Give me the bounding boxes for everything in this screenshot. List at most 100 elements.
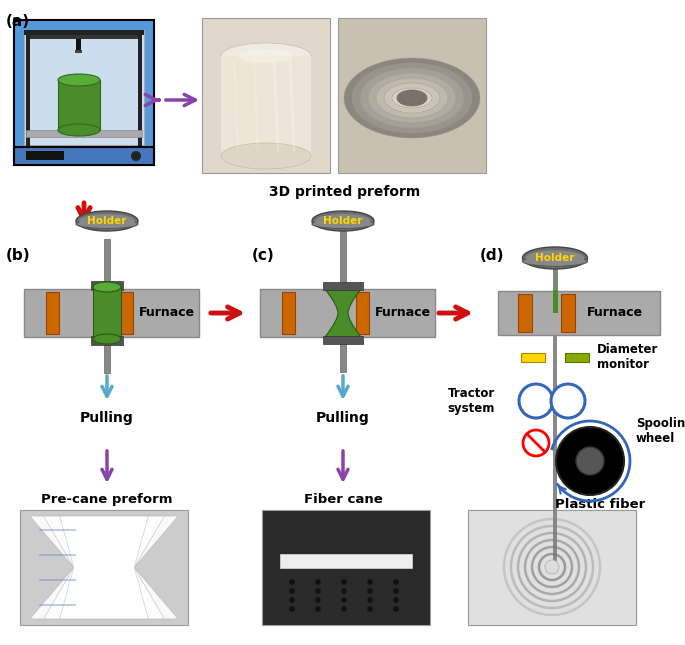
Ellipse shape (312, 219, 374, 228)
Bar (14, 20, 154, 165)
Ellipse shape (392, 88, 432, 108)
Circle shape (342, 597, 347, 602)
Polygon shape (44, 516, 164, 619)
Bar (565, 353, 589, 362)
Bar (58, 80, 100, 130)
Text: Plastic fiber: Plastic fiber (555, 498, 645, 511)
Text: (b): (b) (6, 248, 31, 263)
Ellipse shape (58, 74, 100, 86)
Circle shape (523, 430, 549, 456)
Text: (c): (c) (252, 248, 275, 263)
Circle shape (342, 579, 347, 584)
Bar (30, 35, 138, 39)
Ellipse shape (523, 256, 588, 266)
Circle shape (393, 579, 399, 584)
Ellipse shape (238, 49, 293, 63)
Circle shape (393, 588, 399, 593)
Bar (25, 289, 199, 337)
Bar (75, 50, 82, 53)
Ellipse shape (352, 63, 472, 133)
Ellipse shape (312, 211, 374, 231)
Circle shape (545, 560, 559, 574)
Bar (47, 292, 60, 334)
Bar (262, 510, 430, 625)
Circle shape (367, 597, 373, 602)
Text: Furnace: Furnace (139, 306, 195, 319)
Text: Holder: Holder (323, 216, 362, 226)
Text: Tractor
system: Tractor system (447, 387, 495, 415)
Circle shape (367, 579, 373, 584)
Bar (91, 336, 123, 345)
Bar (221, 56, 311, 156)
Text: Holder: Holder (535, 253, 575, 263)
Circle shape (131, 151, 141, 161)
Circle shape (576, 447, 604, 475)
PathPatch shape (325, 289, 361, 337)
Text: Diameter
monitor: Diameter monitor (597, 343, 658, 371)
Bar (280, 554, 412, 568)
Text: Spooling
wheel: Spooling wheel (636, 417, 685, 445)
Bar (553, 248, 558, 290)
Bar (323, 282, 363, 290)
Bar (260, 289, 436, 337)
Text: Pre-cane preform: Pre-cane preform (41, 493, 173, 506)
Bar (24, 30, 144, 145)
Bar (468, 510, 636, 625)
Ellipse shape (526, 250, 584, 266)
Bar (340, 229, 346, 289)
Ellipse shape (76, 219, 138, 228)
Bar (104, 239, 110, 289)
Bar (202, 18, 330, 173)
Ellipse shape (384, 83, 440, 113)
Text: (a): (a) (6, 14, 30, 29)
Ellipse shape (368, 73, 456, 123)
Bar (498, 291, 660, 335)
Bar (561, 294, 575, 332)
Circle shape (290, 579, 295, 584)
Bar (24, 30, 144, 35)
Ellipse shape (397, 90, 427, 106)
Bar (14, 147, 154, 165)
Text: Fiber cane: Fiber cane (303, 493, 382, 506)
Ellipse shape (376, 78, 448, 118)
Ellipse shape (58, 124, 100, 136)
Text: (d): (d) (480, 248, 504, 263)
Ellipse shape (221, 43, 311, 69)
Text: Pulling: Pulling (80, 411, 134, 425)
Circle shape (290, 606, 295, 611)
Circle shape (342, 588, 347, 593)
Circle shape (393, 597, 399, 602)
Text: 3D printed preform: 3D printed preform (269, 185, 421, 199)
Ellipse shape (315, 214, 371, 228)
Circle shape (556, 427, 624, 495)
Ellipse shape (360, 68, 464, 128)
Polygon shape (30, 516, 178, 619)
Circle shape (316, 597, 321, 602)
Circle shape (342, 606, 347, 611)
Polygon shape (60, 516, 149, 619)
Text: Furnace: Furnace (587, 306, 643, 319)
Bar (338, 18, 486, 173)
Ellipse shape (93, 282, 121, 292)
Text: Holder: Holder (87, 216, 127, 226)
Bar (323, 336, 363, 344)
Circle shape (551, 384, 585, 418)
Bar (20, 510, 188, 625)
Bar (553, 248, 558, 313)
Bar (26, 130, 142, 137)
Circle shape (367, 588, 373, 593)
Bar (26, 151, 64, 160)
Circle shape (393, 606, 399, 611)
Bar (553, 335, 558, 565)
Bar (93, 287, 121, 339)
Ellipse shape (93, 334, 121, 344)
Ellipse shape (79, 214, 135, 228)
Bar (356, 292, 369, 334)
Bar (120, 292, 133, 334)
Bar (282, 292, 295, 334)
Ellipse shape (221, 143, 311, 169)
Circle shape (316, 588, 321, 593)
Circle shape (367, 606, 373, 611)
Circle shape (316, 606, 321, 611)
Circle shape (316, 579, 321, 584)
